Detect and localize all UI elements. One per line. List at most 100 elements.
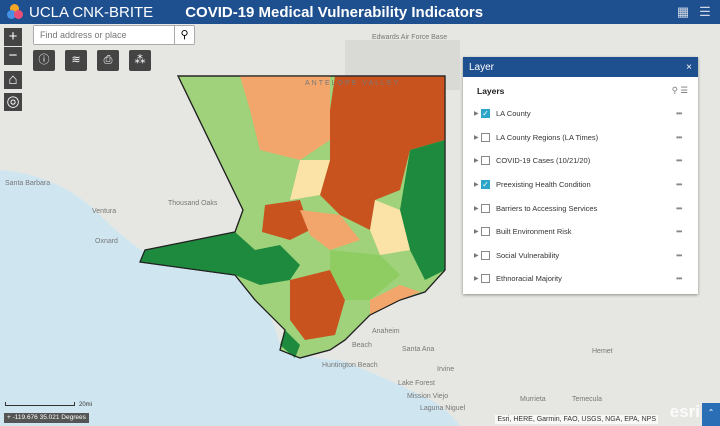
region-med-low xyxy=(330,250,400,300)
region-high xyxy=(262,200,310,240)
region-medium xyxy=(370,200,410,255)
search-icon[interactable]: ⚲ xyxy=(671,85,678,95)
map-label: Temecula xyxy=(572,396,602,403)
layer-label: Built Environment Risk xyxy=(496,227,572,237)
layers-icon[interactable]: ≋ xyxy=(65,50,87,71)
caret-right-icon[interactable]: ▶ xyxy=(474,111,479,118)
layer-item[interactable]: ▶ ✓ LA County ••• xyxy=(463,102,698,126)
close-icon[interactable]: × xyxy=(686,61,692,73)
region-medium xyxy=(290,160,330,200)
layer-item[interactable]: ▶ Barriers to Accessing Services ••• xyxy=(463,196,698,220)
county-choropleth xyxy=(139,75,446,359)
app-header: UCLA CNK-BRITE COVID-19 Medical Vulnerab… xyxy=(0,0,720,24)
region-high xyxy=(320,76,445,230)
map-label: Thousand Oaks xyxy=(168,200,218,207)
scale-bar: 20mi xyxy=(5,402,92,408)
zoom-out-button[interactable]: − xyxy=(4,47,22,65)
layer-label: Barriers to Accessing Services xyxy=(496,203,598,213)
coordinates-text: -119.676 35.021 Degrees xyxy=(12,414,86,421)
home-button[interactable]: ⌂ xyxy=(4,71,22,89)
scale-label: 20mi xyxy=(79,402,93,408)
map-label: Irvine xyxy=(437,366,455,373)
layer-label: LA County Regions (LA Times) xyxy=(496,132,599,142)
layer-item[interactable]: ▶ LA County Regions (LA Times) ••• xyxy=(463,126,698,150)
county-outline xyxy=(139,75,446,359)
region-low xyxy=(140,232,300,285)
attribution: Esri, HERE, Garmin, FAO, USGS, NGA, EPA,… xyxy=(495,415,658,424)
caret-right-icon[interactable]: ▶ xyxy=(474,229,479,236)
map-label: Ventura xyxy=(92,208,117,215)
layer-label: LA County xyxy=(496,109,531,119)
expand-button[interactable]: ⌃ xyxy=(702,403,720,426)
layer-label: Preexisting Health Condition xyxy=(496,180,591,190)
list-icon[interactable]: ☰ xyxy=(699,4,711,19)
layer-checkbox[interactable] xyxy=(481,250,490,260)
more-options-icon[interactable]: ••• xyxy=(676,227,682,237)
more-options-icon[interactable]: ••• xyxy=(676,203,682,213)
caret-right-icon[interactable]: ▶ xyxy=(474,134,479,141)
layer-item[interactable]: ▶ ✓ Preexisting Health Condition ••• xyxy=(463,173,698,197)
map-label: Edwards Air Force Base xyxy=(372,34,448,41)
locate-button[interactable]: ◎ xyxy=(4,93,22,111)
layer-checkbox[interactable] xyxy=(481,203,490,213)
layer-label: Ethnoracial Majority xyxy=(496,274,562,284)
region-low xyxy=(280,330,300,358)
more-options-icon[interactable]: ••• xyxy=(676,156,682,166)
map-label: Murrieta xyxy=(520,396,546,403)
page-title: COVID-19 Medical Vulnerability Indicator… xyxy=(185,3,484,21)
region-med-high xyxy=(300,210,360,250)
caret-right-icon[interactable]: ▶ xyxy=(474,158,479,165)
filter-icon[interactable]: ☰ xyxy=(680,85,688,95)
esri-logo: esri xyxy=(669,402,700,421)
region-med-high xyxy=(370,285,420,315)
region-low xyxy=(400,140,445,280)
layer-label: Social Vulnerability xyxy=(496,250,560,260)
coordinate-readout[interactable]: + -119.676 35.021 Degrees xyxy=(4,413,89,423)
caret-right-icon[interactable]: ▶ xyxy=(474,182,479,189)
search-box: ⚲ xyxy=(33,25,195,45)
logo-icon xyxy=(7,4,23,20)
zoom-in-button[interactable]: + xyxy=(4,28,22,46)
layer-checkbox[interactable] xyxy=(481,227,490,237)
app-title: UCLA CNK-BRITE xyxy=(29,3,154,21)
panel-title: Layer xyxy=(469,61,495,73)
layer-checkbox[interactable]: ✓ xyxy=(481,109,490,119)
layer-checkbox[interactable] xyxy=(481,274,490,284)
ocean xyxy=(0,170,460,426)
layer-checkbox[interactable] xyxy=(481,156,490,166)
layer-item[interactable]: ▶ Social Vulnerability ••• xyxy=(463,244,698,268)
map-label: Hemet xyxy=(592,348,613,355)
more-options-icon[interactable]: ••• xyxy=(676,132,682,142)
more-options-icon[interactable]: ••• xyxy=(676,109,682,119)
map-label: Huntington Beach xyxy=(322,362,378,369)
caret-right-icon[interactable]: ▶ xyxy=(474,252,479,259)
region-med-high xyxy=(240,76,330,160)
info-icon[interactable]: ⓘ xyxy=(33,50,55,71)
map-label: Santa Barbara xyxy=(5,180,51,187)
search-input[interactable] xyxy=(34,26,174,44)
layer-checkbox[interactable]: ✓ xyxy=(481,180,490,190)
map-label: Anaheim xyxy=(372,328,400,335)
caret-right-icon[interactable]: ▶ xyxy=(474,276,479,283)
map-label: Beach xyxy=(352,342,372,349)
layer-checkbox[interactable] xyxy=(481,132,490,142)
more-options-icon[interactable]: ••• xyxy=(676,250,682,260)
region-high xyxy=(290,270,345,340)
more-options-icon[interactable]: ••• xyxy=(676,274,682,284)
search-icon[interactable]: ⚲ xyxy=(174,26,194,44)
layer-item[interactable]: ▶ COVID-19 Cases (10/21/20) ••• xyxy=(463,149,698,173)
map-label: Laguna Niguel xyxy=(420,405,466,412)
print-icon[interactable]: ⎙ xyxy=(97,50,119,71)
map-label: Lake Forest xyxy=(398,380,435,387)
map-label: Mission Viejo xyxy=(407,393,449,400)
map-label: Santa Ana xyxy=(402,346,435,353)
layer-label: COVID-19 Cases (10/21/20) xyxy=(496,156,591,166)
map-label: Oxnard xyxy=(95,238,118,245)
more-options-icon[interactable]: ••• xyxy=(676,180,682,190)
layer-item[interactable]: ▶ Built Environment Risk ••• xyxy=(463,220,698,244)
caret-right-icon[interactable]: ▶ xyxy=(474,205,479,212)
layer-item[interactable]: ▶ Ethnoracial Majority ••• xyxy=(463,267,698,291)
map-label: ANTELOPE VALLEY xyxy=(305,80,401,87)
grid-icon[interactable]: ▦ xyxy=(676,4,690,19)
share-icon[interactable]: ⁂ xyxy=(129,50,151,71)
